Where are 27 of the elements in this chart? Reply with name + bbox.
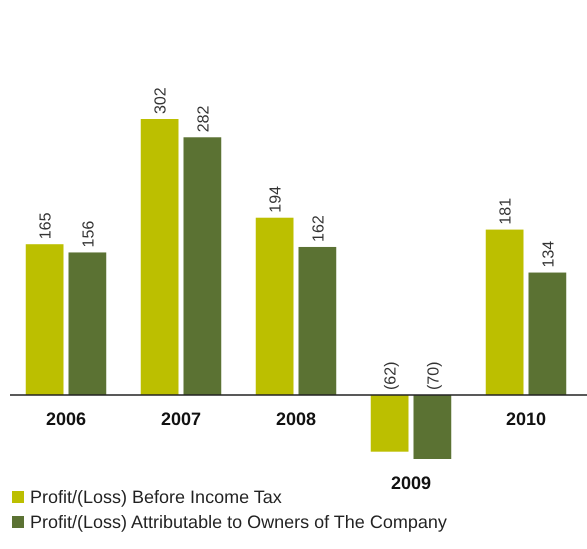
x-tick-label: 2006 — [46, 409, 86, 430]
x-tick-label: 2007 — [160, 409, 202, 430]
data-label: 165 — [38, 212, 55, 240]
bar — [184, 137, 222, 396]
bar — [486, 230, 524, 396]
data-label: 302 — [152, 87, 170, 114]
bar — [256, 218, 294, 396]
data-label: 194 — [268, 186, 285, 213]
bar — [68, 252, 106, 396]
data-label: 162 — [310, 215, 328, 242]
bar — [414, 395, 452, 459]
bar — [528, 272, 566, 396]
x-tick-label: 2008 — [276, 409, 316, 430]
bar — [370, 395, 408, 452]
x-tick-label: 2010 — [506, 409, 546, 430]
legend-label: Profit/(Loss) Before Income Tax — [30, 487, 282, 507]
data-label: (70) — [425, 362, 442, 390]
legend-label: Profit/(Loss) Attributable to Owners of The Company — [30, 512, 447, 532]
x-tick-label: 2009 — [390, 473, 432, 493]
data-label: 181 — [498, 198, 515, 225]
data-label: 156 — [80, 220, 98, 248]
bar — [26, 244, 64, 396]
data-label: 134 — [540, 240, 558, 268]
data-label: (62) — [382, 362, 400, 390]
data-label: 282 — [195, 105, 212, 132]
bar — [140, 119, 178, 396]
bar — [298, 246, 336, 396]
